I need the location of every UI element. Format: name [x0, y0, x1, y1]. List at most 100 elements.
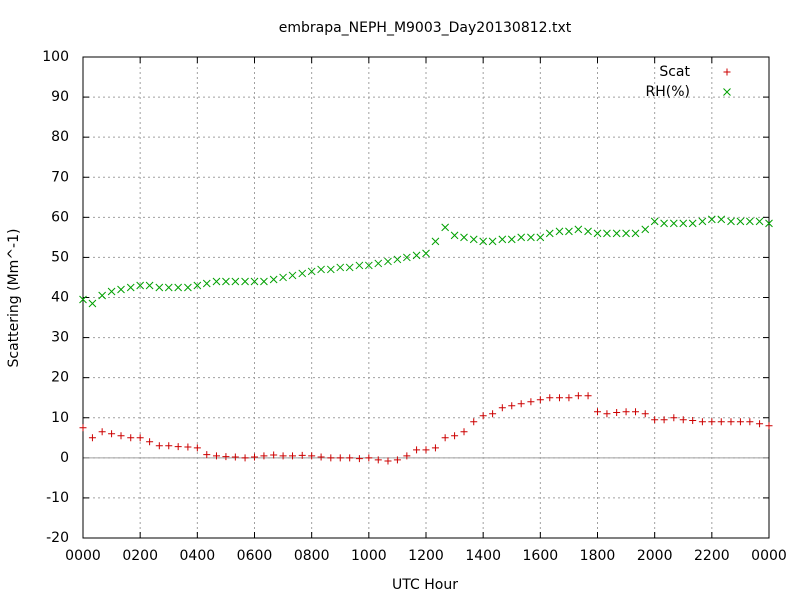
- x-tick-label: 0000: [65, 548, 101, 564]
- plot-frame: [82, 56, 770, 539]
- y-tick-label: 80: [51, 129, 69, 145]
- point: [498, 404, 506, 412]
- point: [641, 410, 649, 418]
- point: [393, 255, 402, 264]
- point: [79, 424, 87, 432]
- point: [670, 414, 678, 422]
- point: [298, 269, 307, 278]
- point: [107, 287, 116, 296]
- point: [308, 452, 316, 460]
- point: [117, 432, 125, 440]
- y-tick-label: 20: [51, 370, 69, 386]
- point: [527, 398, 535, 406]
- point: [393, 456, 401, 464]
- point: [479, 237, 488, 246]
- x-axis-label: UTC Hour: [392, 577, 458, 593]
- point: [727, 418, 735, 426]
- point: [241, 454, 249, 462]
- point: [765, 422, 773, 430]
- point: [355, 455, 363, 463]
- y-tick-label: 30: [51, 330, 69, 346]
- x-tick-label: 1000: [351, 548, 387, 564]
- point: [374, 259, 383, 268]
- point: [641, 225, 650, 234]
- point: [345, 263, 354, 272]
- point: [660, 416, 668, 424]
- y-tick-label: 60: [51, 209, 69, 225]
- point: [622, 229, 630, 238]
- point: [327, 454, 335, 462]
- y-tick-label: 0: [60, 450, 69, 466]
- point: [508, 402, 516, 410]
- legend-marker: [723, 68, 731, 76]
- point: [441, 434, 449, 442]
- y-tick-label: 90: [51, 89, 69, 105]
- point: [746, 418, 754, 426]
- point: [574, 225, 583, 234]
- point: [593, 229, 602, 238]
- point: [755, 217, 764, 226]
- legend-marker: [723, 88, 731, 96]
- point: [374, 456, 382, 464]
- point: [317, 265, 325, 274]
- point: [451, 432, 459, 440]
- point: [460, 428, 468, 436]
- point: [384, 257, 392, 266]
- point: [165, 442, 173, 450]
- point: [260, 277, 268, 286]
- point: [260, 452, 268, 460]
- y-tick-label: 70: [51, 169, 69, 185]
- x-tick-label: 1800: [580, 548, 616, 564]
- point: [431, 444, 439, 452]
- y-tick-label: 40: [51, 290, 69, 306]
- point: [555, 394, 563, 402]
- point: [717, 418, 725, 426]
- point: [422, 446, 430, 454]
- point: [698, 217, 707, 226]
- x-tick-label: 2000: [637, 548, 673, 564]
- point: [402, 253, 411, 262]
- point: [98, 291, 107, 300]
- point: [717, 215, 726, 224]
- point: [479, 412, 487, 420]
- x-tick-label: 1200: [408, 548, 444, 564]
- point: [231, 453, 239, 461]
- point: [403, 452, 411, 460]
- point: [470, 418, 478, 426]
- point: [536, 396, 544, 404]
- point: [660, 219, 668, 228]
- point: [88, 299, 97, 308]
- point: [212, 277, 221, 286]
- point: [536, 233, 545, 242]
- point: [289, 452, 297, 460]
- point: [346, 454, 354, 462]
- x-tick-label: 0800: [294, 548, 330, 564]
- point: [756, 420, 764, 428]
- point: [669, 219, 678, 228]
- point: [412, 251, 421, 260]
- point: [736, 217, 745, 226]
- point: [136, 281, 145, 290]
- point: [317, 453, 325, 461]
- point: [555, 227, 564, 236]
- point: [527, 233, 535, 242]
- x-tick-label: 0200: [122, 548, 158, 564]
- point: [413, 446, 421, 454]
- point: [679, 219, 688, 228]
- point: [193, 444, 201, 452]
- point: [489, 410, 497, 418]
- point: [222, 277, 230, 286]
- point: [251, 453, 258, 461]
- point: [336, 263, 345, 272]
- chart-title: embrapa_NEPH_M9003_Day20130812.txt: [279, 20, 572, 36]
- y-axis-label: Scattering (Mm^-1): [6, 229, 22, 368]
- y-tick-label: 50: [51, 249, 69, 265]
- point: [431, 237, 440, 246]
- x-tick-label: 1400: [465, 548, 501, 564]
- legend-label: RH(%): [646, 84, 690, 100]
- point: [231, 277, 240, 286]
- point: [127, 434, 135, 442]
- point: [193, 281, 202, 290]
- point: [270, 451, 278, 459]
- point: [184, 283, 192, 292]
